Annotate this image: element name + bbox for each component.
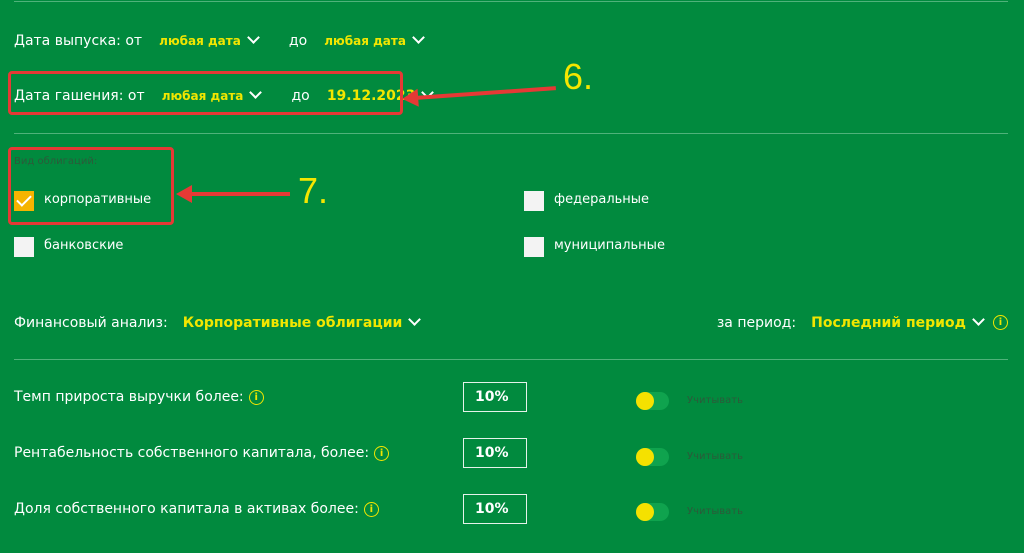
annotation-box — [8, 147, 174, 225]
issue-date-to-dropdown[interactable]: любая дата — [324, 31, 425, 48]
financial-analysis-value: Корпоративные облигации — [182, 315, 403, 331]
criterion-text: Рентабельность собственного капитала, бо… — [14, 445, 370, 461]
annotation-number: 7. — [298, 170, 329, 211]
checkbox-bank[interactable] — [14, 237, 34, 257]
checkbox-corporate[interactable] — [14, 191, 34, 211]
divider — [14, 1, 1008, 2]
checkbox-federal[interactable] — [524, 191, 544, 211]
criterion-text: Доля собственного капитала в активах бол… — [14, 501, 359, 517]
annotation-arrow — [176, 185, 290, 203]
bond-type-label: Вид облигаций: — [14, 156, 98, 167]
chevron-down-icon — [246, 31, 260, 44]
issue-date-to-value: любая дата — [324, 34, 406, 48]
period-row: за период: Последний период i — [717, 312, 1008, 331]
maturity-date-row: Дата гашения: от любая дата до 19.12.202… — [14, 85, 435, 104]
annotation-number: 6. — [563, 56, 594, 97]
period-label: за период: — [716, 315, 797, 331]
issue-date-from-dropdown[interactable]: любая дата — [159, 31, 260, 48]
issue-date-to-label: до — [288, 33, 308, 49]
chevron-down-icon — [408, 313, 422, 326]
toggle-switch[interactable] — [636, 392, 669, 410]
checkbox-label: корпоративные — [44, 192, 152, 207]
toggle-switch[interactable] — [636, 448, 669, 466]
divider — [14, 359, 1008, 360]
info-icon[interactable]: i — [993, 315, 1008, 330]
maturity-date-label: Дата гашения: от — [14, 88, 145, 104]
toggle-label: Учитывать — [687, 395, 743, 406]
chevron-down-icon — [972, 313, 985, 326]
annotation-arrow — [416, 86, 556, 100]
criterion-label: Рентабельность собственного капитала, бо… — [14, 445, 390, 461]
financial-analysis-dropdown[interactable]: Корпоративные облигации — [182, 313, 422, 331]
info-icon[interactable]: i — [248, 389, 264, 405]
info-icon[interactable]: i — [363, 501, 379, 517]
maturity-date-from-value: любая дата — [161, 89, 244, 103]
toggle-switch[interactable] — [636, 503, 669, 521]
issue-date-from-value: любая дата — [159, 34, 241, 48]
info-icon[interactable]: i — [374, 445, 390, 461]
checkbox-label: муниципальные — [554, 238, 665, 253]
maturity-date-from-dropdown[interactable]: любая дата — [161, 86, 263, 103]
equity-ratio-input[interactable]: 10% — [463, 494, 527, 524]
checkbox-label: банковские — [44, 238, 124, 253]
roe-input[interactable]: 10% — [463, 438, 527, 468]
financial-analysis-row: Финансовый анализ: Корпоративные облигац… — [14, 312, 422, 331]
issue-date-label: Дата выпуска: от — [14, 33, 143, 49]
checkbox-label: федеральные — [554, 192, 650, 207]
toggle-label: Учитывать — [687, 506, 743, 517]
issue-date-row: Дата выпуска: от любая дата до любая дат… — [14, 30, 425, 49]
maturity-date-to-dropdown[interactable]: 19.12.2023 — [326, 86, 435, 104]
checkbox-municipal[interactable] — [524, 237, 544, 257]
criterion-label: Темп прироста выручки более: i — [14, 389, 264, 405]
annotation-box — [8, 71, 403, 115]
financial-analysis-label: Финансовый анализ: — [14, 315, 168, 331]
toggle-label: Учитывать — [687, 451, 743, 462]
divider — [14, 133, 1008, 134]
criterion-text: Темп прироста выручки более: — [14, 389, 244, 405]
criterion-label: Доля собственного капитала в активах бол… — [14, 501, 379, 517]
period-value: Последний период — [811, 315, 966, 331]
period-dropdown[interactable]: Последний период — [811, 313, 985, 331]
maturity-date-to-value: 19.12.2023 — [326, 88, 416, 104]
maturity-date-to-label: до — [291, 88, 310, 104]
chevron-down-icon — [412, 31, 425, 44]
revenue-growth-input[interactable]: 10% — [463, 382, 527, 412]
